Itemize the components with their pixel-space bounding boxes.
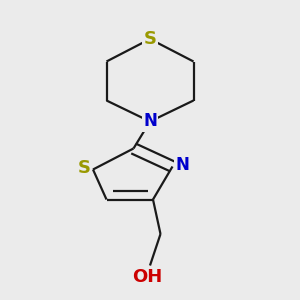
- Text: OH: OH: [132, 268, 162, 286]
- Text: S: S: [143, 30, 157, 48]
- Text: S: S: [77, 159, 91, 177]
- Text: N: N: [175, 156, 189, 174]
- Text: N: N: [143, 112, 157, 130]
